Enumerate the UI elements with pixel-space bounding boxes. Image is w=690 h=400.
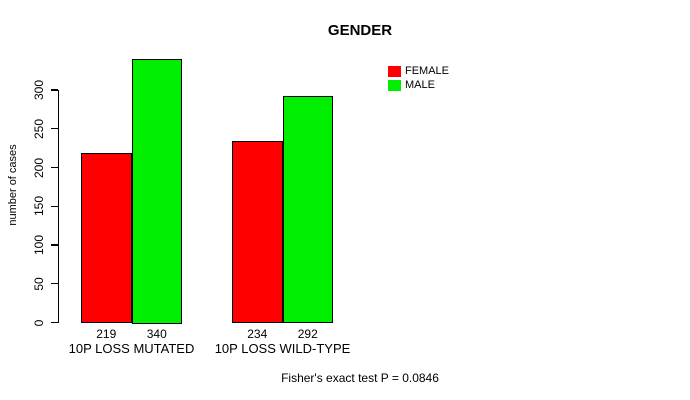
y-axis-line: [58, 90, 60, 323]
y-tick: [51, 128, 58, 130]
y-tick: [51, 89, 58, 91]
category-label: 10P LOSS MUTATED: [68, 341, 195, 356]
legend-label: FEMALE: [405, 65, 450, 77]
y-tick-label: 100: [32, 234, 46, 256]
y-tick-label: 300: [32, 79, 46, 101]
y-tick-label: 50: [32, 277, 46, 291]
bar-female-1: [232, 141, 283, 324]
legend-row: FEMALE: [388, 65, 449, 77]
bar-value-label: 292: [297, 327, 318, 341]
bar-male-0: [131, 59, 182, 324]
y-tick: [51, 166, 58, 169]
y-tick-label: 150: [32, 196, 46, 217]
bar-value-label: 340: [146, 327, 167, 341]
legend-swatch-icon: [388, 65, 401, 77]
chart-title: GENDER: [327, 22, 393, 39]
bar-value-label: 234: [247, 327, 268, 341]
legend-label: MALE: [405, 79, 435, 91]
y-tick: [51, 283, 58, 285]
legend-swatch-icon: [388, 79, 401, 91]
y-tick-label: 250: [32, 118, 46, 139]
category-label: 10P LOSS WILD-TYPE: [214, 341, 351, 356]
y-tick: [51, 321, 58, 324]
bar-female-0: [81, 152, 132, 324]
bar-male-1: [282, 96, 333, 324]
legend-row: MALE: [388, 79, 449, 91]
legend: FEMALE MALE: [388, 65, 449, 91]
y-tick-label: 0: [32, 319, 46, 326]
annotation-text: Fisher's exact test P = 0.0846: [281, 371, 439, 385]
y-tick-label: 200: [32, 157, 46, 178]
bar-value-label: 219: [96, 327, 117, 341]
y-tick: [51, 205, 58, 207]
y-tick: [51, 244, 58, 246]
